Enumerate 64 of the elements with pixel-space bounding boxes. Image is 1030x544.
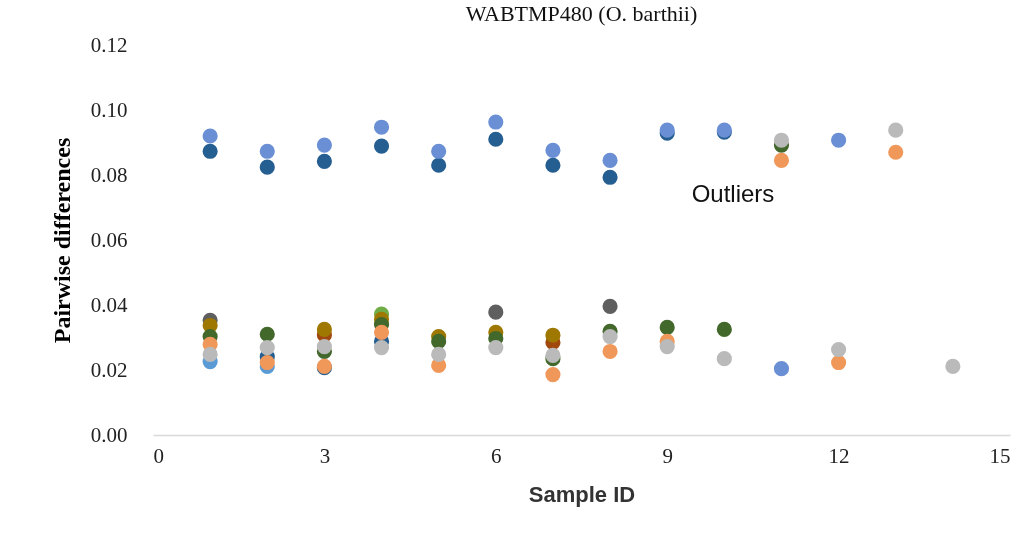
x-tick-label: 15 <box>989 443 1011 468</box>
point <box>488 340 504 356</box>
point <box>888 144 904 160</box>
point <box>831 132 847 148</box>
point <box>659 339 675 355</box>
y-axis-title: Pairwise differences <box>48 137 75 344</box>
point <box>488 114 504 130</box>
point <box>716 351 732 367</box>
point <box>259 340 275 356</box>
y-tick-label: 0.10 <box>90 97 128 122</box>
y-tick-label: 0.04 <box>90 292 128 317</box>
point <box>259 326 275 342</box>
point <box>431 157 447 173</box>
point <box>259 159 275 175</box>
point <box>431 333 447 349</box>
point <box>545 347 561 363</box>
point <box>373 324 390 340</box>
point <box>545 366 561 383</box>
point <box>659 319 675 335</box>
point <box>602 343 618 360</box>
point <box>316 339 332 355</box>
point <box>831 354 847 371</box>
point <box>602 328 618 345</box>
point <box>888 122 904 138</box>
point <box>316 153 332 169</box>
point <box>945 358 961 374</box>
point <box>202 128 218 144</box>
point <box>373 119 390 135</box>
point <box>202 143 218 159</box>
x-tick-label: 12 <box>828 443 850 468</box>
point <box>431 143 447 159</box>
y-tick-label: 0.06 <box>90 227 128 252</box>
point <box>316 321 332 337</box>
point <box>373 138 390 154</box>
x-tick-label: 3 <box>319 443 331 468</box>
x-tick-label: 6 <box>491 443 502 468</box>
y-tick-label: 0.08 <box>90 162 128 187</box>
point <box>259 143 275 159</box>
point <box>773 152 790 168</box>
point <box>602 169 618 185</box>
point <box>545 142 561 158</box>
point <box>202 346 218 362</box>
point <box>488 131 504 147</box>
point <box>259 354 275 371</box>
chart-title: WABTMP480 (O. barthii) <box>465 1 698 26</box>
point <box>602 152 618 168</box>
point <box>545 327 561 343</box>
x-tick-label: 9 <box>662 443 673 468</box>
point <box>831 341 847 358</box>
annotation: Outliers <box>691 180 775 207</box>
point <box>373 340 390 356</box>
y-tick-label: 0.00 <box>90 422 128 447</box>
point <box>488 304 504 320</box>
point <box>716 321 732 337</box>
x-axis-title: Sample ID <box>528 481 636 507</box>
point <box>773 361 790 377</box>
y-tick-label: 0.02 <box>90 357 128 382</box>
point <box>431 346 447 362</box>
point <box>316 137 332 153</box>
x-tick-label: 0 <box>153 443 164 468</box>
point <box>602 298 618 314</box>
y-tick-label: 0.12 <box>90 32 128 57</box>
point <box>545 157 561 173</box>
point <box>773 132 790 148</box>
